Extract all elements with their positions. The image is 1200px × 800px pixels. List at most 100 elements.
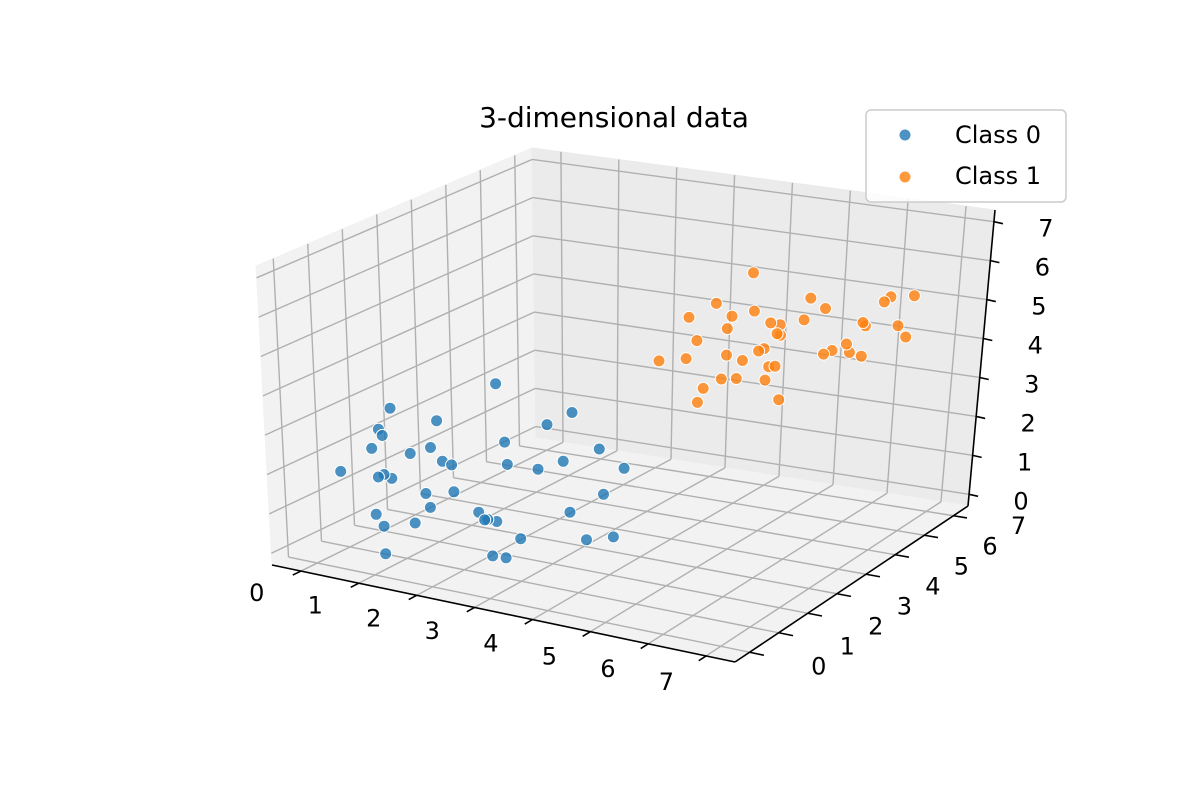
data-point-class-0: [408, 516, 422, 530]
data-point-class-0: [447, 485, 461, 499]
x-tick: [698, 655, 707, 662]
x-tick-label: 1: [308, 592, 323, 620]
grid-line-y-floor: [288, 556, 750, 653]
legend-label-class-1: Class 1: [955, 162, 1041, 190]
data-point-class-1: [725, 309, 739, 323]
x-tick-label: 6: [600, 655, 615, 683]
chart-title: 3-dimensional data: [479, 101, 749, 134]
grid-line-y-left: [445, 184, 455, 478]
data-point-class-1: [747, 304, 761, 318]
data-point-class-0: [365, 441, 379, 455]
data-point-class-0: [369, 507, 383, 521]
grid-line-y-floor: [354, 524, 808, 614]
data-point-class-0: [377, 519, 391, 533]
grid-line-y-floor: [519, 445, 954, 517]
data-point-class-0: [556, 454, 570, 468]
data-point-class-0: [403, 447, 417, 460]
data-point-class-1: [747, 266, 760, 280]
data-point-class-1: [840, 337, 853, 351]
data-point-class-1: [764, 316, 778, 330]
data-point-class-1: [720, 348, 733, 362]
data-point-class-1: [804, 291, 818, 305]
grid-line-y-floor: [387, 508, 838, 595]
data-point-class-0: [606, 530, 620, 544]
x-tick: [582, 631, 591, 637]
grid-line-y-left: [410, 199, 422, 494]
data-point-class-0: [514, 532, 528, 546]
data-point-class-0: [486, 549, 500, 563]
data-point-class-1: [891, 319, 905, 333]
data-point-class-0: [617, 461, 631, 475]
data-point-class-0: [489, 377, 503, 391]
grid-line-x-back: [560, 151, 564, 443]
legend-marker-class-1: [898, 170, 912, 184]
data-point-class-0: [597, 487, 610, 501]
y-tick: [953, 514, 968, 519]
grid-line-z-back: [534, 349, 977, 418]
data-point-class-0: [430, 414, 444, 428]
x-tick: [640, 643, 649, 650]
y-tick: [778, 631, 794, 637]
y-tick-label: 2: [868, 612, 883, 640]
data-point-class-1: [856, 316, 870, 329]
grid-line-x-back: [616, 159, 620, 451]
data-point-class-0: [500, 457, 514, 471]
data-point-class-0: [478, 513, 492, 527]
x-tick-label: 7: [659, 668, 674, 696]
y-tick: [924, 534, 939, 539]
data-point-class-1: [690, 395, 704, 409]
z-axis-line: [967, 209, 996, 507]
grid-line-y-floor: [321, 540, 779, 634]
data-point-class-1: [729, 372, 743, 385]
z-tick-label: 1: [1017, 448, 1032, 476]
data-point-class-1: [770, 327, 784, 341]
data-point-class-1: [690, 334, 704, 348]
x-tick-label: 2: [366, 604, 381, 632]
data-point-class-0: [379, 547, 393, 561]
data-point-class-1: [652, 354, 666, 368]
data-point-class-0: [445, 458, 459, 472]
z-tick-label: 5: [1031, 293, 1046, 321]
z-tick-label: 0: [1013, 487, 1028, 515]
grid-line-x-floor: [589, 484, 834, 633]
grid-line-y-left: [307, 243, 323, 542]
grid-line-x-floor: [647, 492, 888, 645]
y-tick-label: 3: [897, 592, 912, 620]
y-tick-label: 5: [954, 552, 969, 580]
data-point-class-1: [696, 381, 710, 395]
grid-line-y-floor: [453, 476, 896, 556]
data-point-class-0: [580, 533, 593, 547]
data-point-class-0: [563, 505, 577, 519]
data-point-class-1: [758, 373, 772, 387]
data-points: [334, 266, 921, 565]
y-tick-label: 1: [840, 632, 855, 660]
data-point-class-1: [714, 372, 728, 386]
grid-line-z-back: [533, 235, 987, 301]
grid-line-y-floor: [486, 461, 925, 536]
grid-line-y-left: [341, 229, 356, 526]
grid-line-y-left: [376, 214, 389, 510]
grid-line-x-floor: [416, 458, 672, 596]
z-tick: [986, 298, 997, 303]
data-point-class-0: [498, 435, 512, 449]
data-point-class-0: [540, 418, 554, 432]
z-tick-label: 4: [1028, 332, 1043, 360]
grid-line-y-left: [479, 170, 488, 462]
data-point-class-1: [854, 349, 868, 363]
data-point-class-0: [419, 487, 433, 500]
data-point-class-1: [735, 354, 749, 367]
grid-line-z-left: [262, 273, 535, 397]
legend-label-class-0: Class 0: [955, 121, 1041, 149]
grid-line-y-left: [272, 258, 290, 558]
grid-line-x-back: [670, 167, 678, 460]
grid-line-z-back: [532, 158, 995, 223]
x-tick-label: 4: [483, 630, 498, 658]
y-tick-label: 4: [925, 572, 940, 600]
data-point-class-0: [375, 429, 389, 442]
x-tick: [524, 618, 533, 625]
data-point-class-0: [592, 442, 606, 456]
z-tick: [983, 337, 993, 342]
y-tick-label: 6: [982, 532, 997, 560]
grid-line-z-left: [264, 311, 535, 436]
